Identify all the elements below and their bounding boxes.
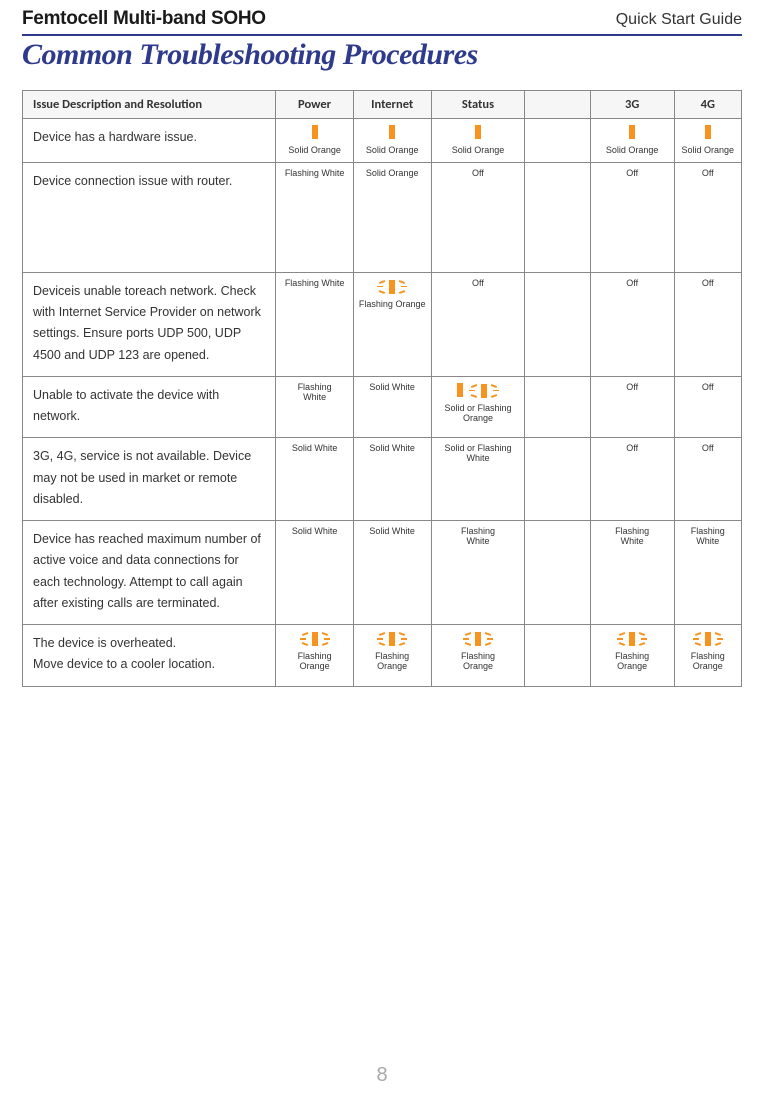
led-cell: Off [590, 272, 674, 376]
led-cell: Solid White [353, 438, 431, 521]
col-header [525, 91, 590, 119]
table-row: 3G, 4G, service is not available. Device… [23, 438, 742, 521]
table-row: Device has reached maximum number of act… [23, 521, 742, 625]
product-name: Femtocell Multi-band SOHO [22, 8, 266, 30]
led-cell: Flashing White [276, 272, 354, 376]
issue-description: 3G, 4G, service is not available. Device… [23, 438, 276, 521]
led-cell: Off [590, 376, 674, 438]
led-cell: FlashingWhite [431, 521, 525, 625]
led-cell: Off [431, 162, 525, 272]
led-cell: Solid White [276, 438, 354, 521]
troubleshooting-table: Issue Description and ResolutionPowerInt… [22, 90, 742, 687]
issue-description: The device is overheated.Move device to … [23, 625, 276, 687]
col-header: Issue Description and Resolution [23, 91, 276, 119]
col-header: Status [431, 91, 525, 119]
led-cell: Off [674, 376, 741, 438]
led-cell: FlashingWhite [590, 521, 674, 625]
header-bar: Femtocell Multi-band SOHO Quick Start Gu… [22, 8, 742, 30]
table-body: Device has a hardware issue.Solid Orange… [23, 119, 742, 687]
table-header-row: Issue Description and ResolutionPowerInt… [23, 91, 742, 119]
led-cell: Solid Orange [590, 119, 674, 163]
led-cell [525, 521, 590, 625]
led-cell: Solid Orange [353, 119, 431, 163]
led-cell: Off [674, 272, 741, 376]
col-header: 3G [590, 91, 674, 119]
led-cell [525, 438, 590, 521]
issue-description: Unable to activate the device with netwo… [23, 376, 276, 438]
table-row: The device is overheated.Move device to … [23, 625, 742, 687]
led-cell: Off [431, 272, 525, 376]
led-cell: Solid White [353, 376, 431, 438]
led-cell: Off [674, 162, 741, 272]
led-cell: Solid or Flashing White [431, 438, 525, 521]
table-row: Deviceis unable toreach network. Check w… [23, 272, 742, 376]
led-cell [525, 119, 590, 163]
led-cell: Flashing White [276, 162, 354, 272]
led-cell: FlashingOrange [431, 625, 525, 687]
page-number: 8 [0, 1064, 764, 1087]
issue-description: Device connection issue with router. [23, 162, 276, 272]
led-cell: Solid Orange [353, 162, 431, 272]
led-cell: FlashingOrange [590, 625, 674, 687]
led-cell: FlashingWhite [276, 376, 354, 438]
led-cell: Solid Orange [431, 119, 525, 163]
table-row: Device connection issue with router.Flas… [23, 162, 742, 272]
issue-description: Device has reached maximum number of act… [23, 521, 276, 625]
issue-description: Deviceis unable toreach network. Check w… [23, 272, 276, 376]
table-row: Unable to activate the device with netwo… [23, 376, 742, 438]
led-cell: Solid White [276, 521, 354, 625]
col-header: Power [276, 91, 354, 119]
issue-description: Device has a hardware issue. [23, 119, 276, 163]
led-cell: Solid Orange [276, 119, 354, 163]
col-header: 4G [674, 91, 741, 119]
led-cell: Off [674, 438, 741, 521]
led-cell [525, 625, 590, 687]
table-row: Device has a hardware issue.Solid Orange… [23, 119, 742, 163]
led-cell [525, 376, 590, 438]
led-cell: Off [590, 438, 674, 521]
led-cell [525, 272, 590, 376]
led-cell: Solid or Flashing Orange [431, 376, 525, 438]
header-rule [22, 34, 742, 36]
guide-label: Quick Start Guide [616, 11, 742, 29]
led-cell: Flashing Orange [353, 272, 431, 376]
led-cell: FlashingOrange [353, 625, 431, 687]
col-header: Internet [353, 91, 431, 119]
led-cell: FlashingOrange [674, 625, 741, 687]
led-cell: Off [590, 162, 674, 272]
led-cell [525, 162, 590, 272]
led-cell: Solid White [353, 521, 431, 625]
page-title: Common Troubleshooting Procedures [22, 38, 742, 72]
led-cell: FlashingOrange [276, 625, 354, 687]
led-cell: FlashingWhite [674, 521, 741, 625]
led-cell: Solid Orange [674, 119, 741, 163]
